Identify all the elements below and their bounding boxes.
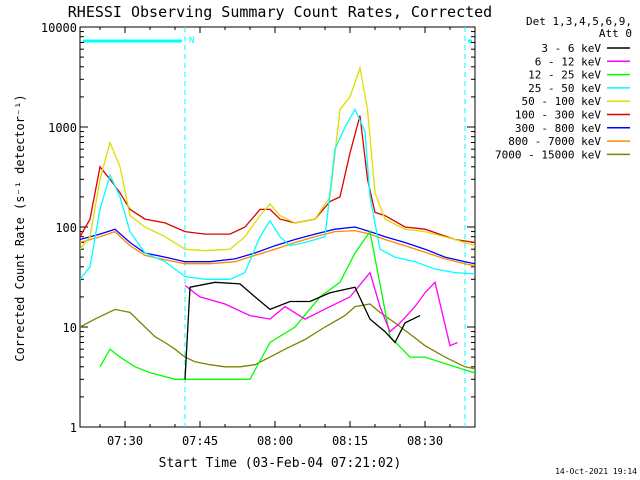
x-tick-label: 07:30 — [107, 434, 143, 448]
legend-header: Det 1,3,4,5,6,9, — [526, 15, 632, 28]
y-tick-label: 10 — [63, 321, 77, 335]
y-axis-label: Corrected Count Rate (s⁻¹ detector⁻¹) — [13, 94, 27, 361]
night-marker-label: N — [189, 36, 194, 46]
legend-entry-label: 25 - 50 keV — [528, 82, 601, 95]
y-tick-label: 1 — [70, 421, 77, 435]
series-line — [80, 115, 475, 244]
x-tick-label: 07:45 — [182, 434, 218, 448]
series-line — [184, 281, 421, 380]
x-tick-label: 08:00 — [257, 434, 293, 448]
legend-entry-label: 100 - 300 keV — [515, 109, 601, 122]
y-tick-label: 10000 — [41, 21, 77, 35]
plot-frame — [79, 26, 476, 428]
series-line — [80, 65, 475, 252]
chart-title: RHESSI Observing Summary Count Rates, Co… — [68, 3, 492, 21]
legend-entry-label: 3 - 6 keV — [541, 42, 601, 55]
plot-area: N 07:30 07:45 08:00 08:15 08:30 1 10 100 1000 1000… — [41, 21, 476, 448]
series-line — [80, 303, 475, 370]
series-line — [80, 229, 475, 267]
legend-entry-label: 50 - 100 keV — [522, 95, 602, 108]
x-tick-label: 08:15 — [332, 434, 368, 448]
y-tick-label: 100 — [55, 221, 77, 235]
series-line — [80, 226, 475, 265]
y-tick-label: 1000 — [48, 121, 77, 135]
legend-entry-label: 7000 - 15000 keV — [495, 148, 601, 161]
legend-header: Att 0 — [599, 27, 632, 40]
series-line — [80, 107, 475, 280]
timestamp: 14-Oct-2021 19:14 — [555, 467, 637, 476]
series-line — [184, 271, 458, 347]
x-axis-label: Start Time (03-Feb-04 07:21:02) — [159, 456, 402, 471]
legend-entry-label: 6 - 12 keV — [535, 55, 602, 68]
legend-entry-label: 12 - 25 keV — [528, 69, 601, 82]
series-line — [99, 229, 475, 380]
x-tick-label: 08:30 — [407, 434, 443, 448]
legend-entry-label: 300 - 800 keV — [515, 122, 601, 135]
legend-entry-label: 800 - 7000 keV — [508, 135, 601, 148]
